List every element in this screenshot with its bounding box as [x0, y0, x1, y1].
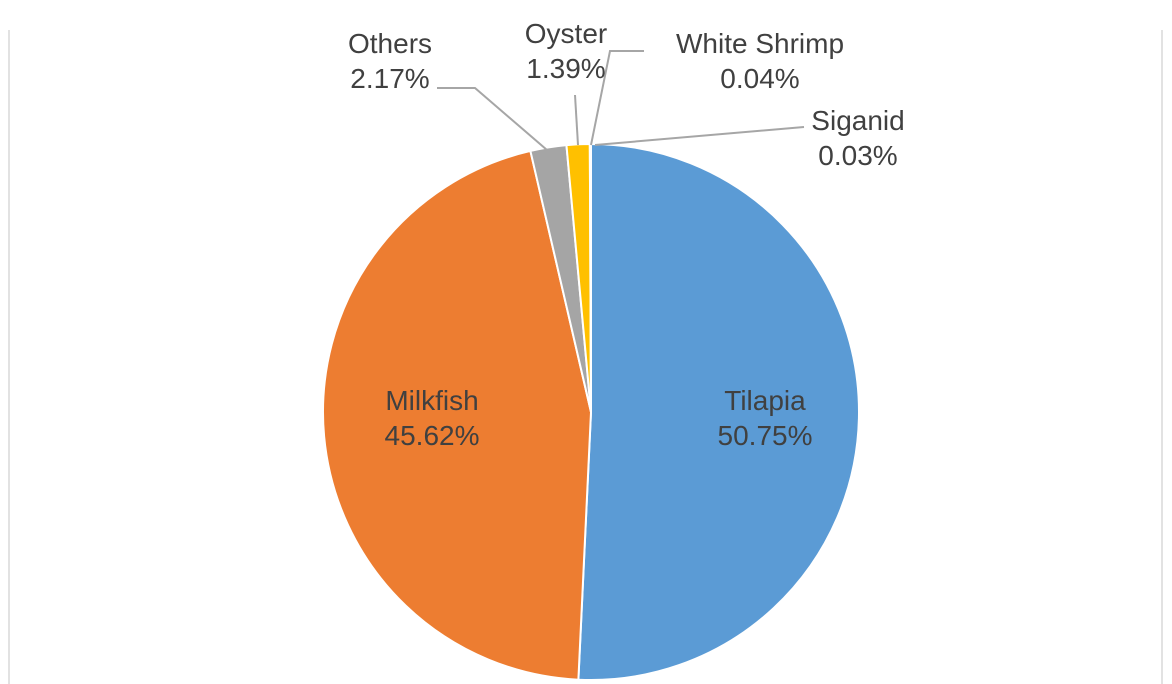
leader-line-siganid [594, 126, 805, 146]
leader-line-white-shrimp [590, 50, 644, 146]
slice-value-label-oyster: 1.39% [526, 53, 605, 84]
slice-value-label-tilapia: 50.75% [718, 420, 813, 451]
leader-line-oyster [574, 94, 579, 146]
slice-value-label-others: 2.17% [350, 63, 429, 94]
slice-value-label-milkfish: 45.62% [385, 420, 480, 451]
slice-label-milkfish: Milkfish [385, 385, 478, 416]
leader-line-others [437, 87, 548, 151]
slice-label-tilapia: Tilapia [724, 385, 806, 416]
pie-slice-siganid [589, 142, 592, 413]
slice-label-white-shrimp: White Shrimp [676, 28, 844, 59]
pie-slices [322, 142, 860, 681]
pie-slice-tilapia [577, 142, 860, 681]
slice-label-oyster: Oyster [525, 18, 607, 49]
leader-lines [437, 50, 805, 151]
slice-value-label-white-shrimp: 0.04% [720, 63, 799, 94]
slice-label-siganid: Siganid [811, 105, 904, 136]
slice-value-label-siganid: 0.03% [818, 140, 897, 171]
slice-labels: Tilapia 50.75% Milkfish 45.62% Others 2.17% Oy… [348, 18, 905, 451]
slice-label-others: Others [348, 28, 432, 59]
pie-slice-milkfish [322, 149, 593, 681]
